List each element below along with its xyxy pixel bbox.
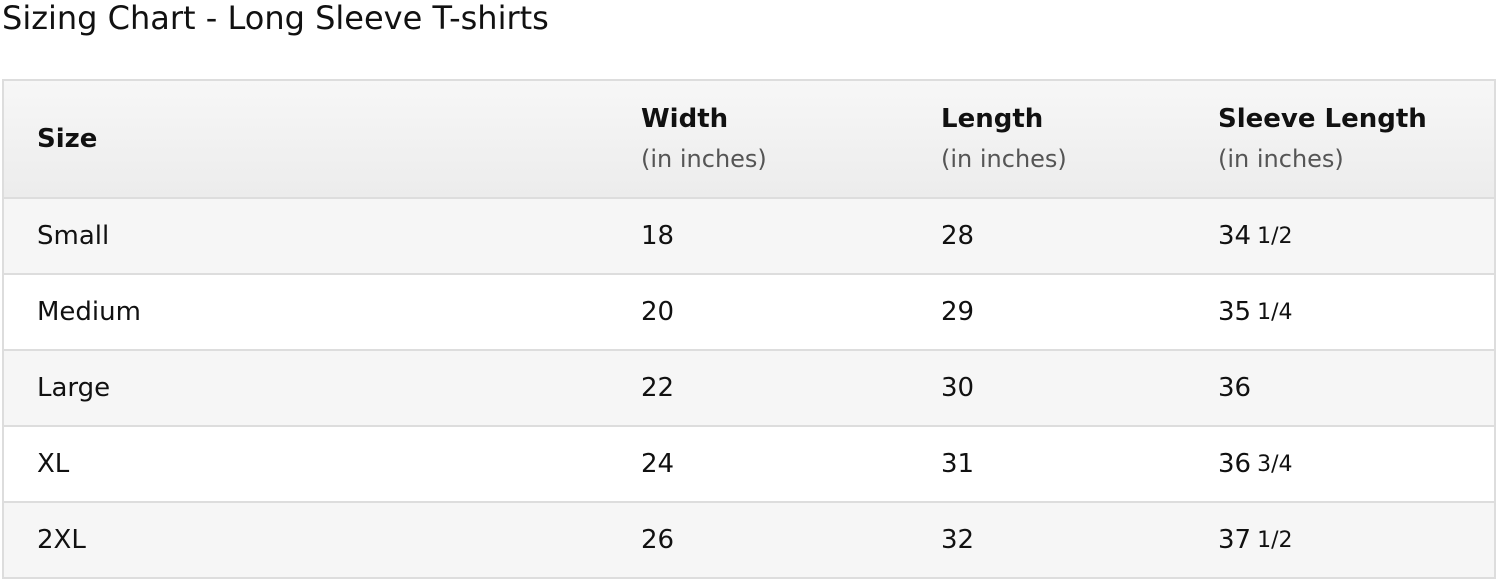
sleeve-cell-value: 35 [1218, 297, 1252, 327]
header-unit: (in inches) [941, 145, 1067, 173]
page-title: Sizing Chart - Long Sleeve T-shirts [2, 0, 549, 37]
size-cell-value: XL [37, 449, 70, 479]
width-cell: 18 [641, 199, 674, 273]
sizing-table: Size Width (in inches) Length (in inches… [2, 79, 1496, 579]
sleeve-cell: 37 1/2 [1218, 503, 1293, 577]
table-row: Medium 20 29 35 1/4 [4, 275, 1494, 351]
length-cell-value: 28 [941, 221, 975, 251]
sleeve-fraction: 1/2 [1257, 527, 1293, 553]
length-cell-value: 32 [941, 525, 975, 555]
length-cell-value: 30 [941, 373, 975, 403]
sleeve-cell: 35 1/4 [1218, 275, 1293, 349]
table-row: XL 24 31 36 3/4 [4, 427, 1494, 503]
sleeve-cell-value: 34 [1218, 221, 1252, 251]
width-cell-value: 20 [641, 297, 675, 327]
table-row: Large 22 30 36 [4, 351, 1494, 427]
width-cell-value: 18 [641, 221, 675, 251]
header-sleeve-length: Sleeve Length (in inches) [1218, 81, 1427, 197]
sleeve-fraction: 1/4 [1257, 299, 1293, 325]
sleeve-cell-value: 37 [1218, 525, 1252, 555]
length-cell-value: 31 [941, 449, 975, 479]
width-cell: 26 [641, 503, 674, 577]
sleeve-cell: 36 3/4 [1218, 427, 1293, 501]
size-cell: XL [37, 427, 69, 501]
size-cell: Large [37, 351, 110, 425]
table-row: 2XL 26 32 37 1/2 [4, 503, 1494, 579]
header-label: Size [37, 124, 98, 154]
width-cell: 22 [641, 351, 674, 425]
width-cell: 20 [641, 275, 674, 349]
header-unit: (in inches) [641, 145, 767, 173]
size-cell-value: 2XL [37, 525, 86, 555]
size-cell: Small [37, 199, 109, 273]
table-header: Size Width (in inches) Length (in inches… [4, 81, 1494, 199]
sleeve-cell: 36 [1218, 351, 1251, 425]
size-cell-value: Small [37, 221, 110, 251]
sleeve-cell-value: 36 [1218, 449, 1252, 479]
header-label: Width [641, 104, 729, 134]
header-length: Length (in inches) [941, 81, 1067, 197]
sleeve-cell: 34 1/2 [1218, 199, 1293, 273]
length-cell-value: 29 [941, 297, 975, 327]
length-cell: 29 [941, 275, 974, 349]
size-cell-value: Large [37, 373, 111, 403]
header-label: Length [941, 104, 1044, 134]
header-label: Sleeve Length [1218, 104, 1427, 134]
header-width: Width (in inches) [641, 81, 767, 197]
sleeve-fraction: 1/2 [1257, 223, 1293, 249]
width-cell-value: 24 [641, 449, 675, 479]
header-size: Size [37, 81, 97, 197]
width-cell-value: 22 [641, 373, 675, 403]
length-cell: 30 [941, 351, 974, 425]
length-cell: 28 [941, 199, 974, 273]
length-cell: 31 [941, 427, 974, 501]
table-row: Small 18 28 34 1/2 [4, 199, 1494, 275]
length-cell: 32 [941, 503, 974, 577]
width-cell-value: 26 [641, 525, 675, 555]
width-cell: 24 [641, 427, 674, 501]
sleeve-fraction: 3/4 [1257, 451, 1293, 477]
header-unit: (in inches) [1218, 145, 1344, 173]
size-cell-value: Medium [37, 297, 141, 327]
size-cell: 2XL [37, 503, 86, 577]
size-cell: Medium [37, 275, 141, 349]
sleeve-cell-value: 36 [1218, 373, 1252, 403]
